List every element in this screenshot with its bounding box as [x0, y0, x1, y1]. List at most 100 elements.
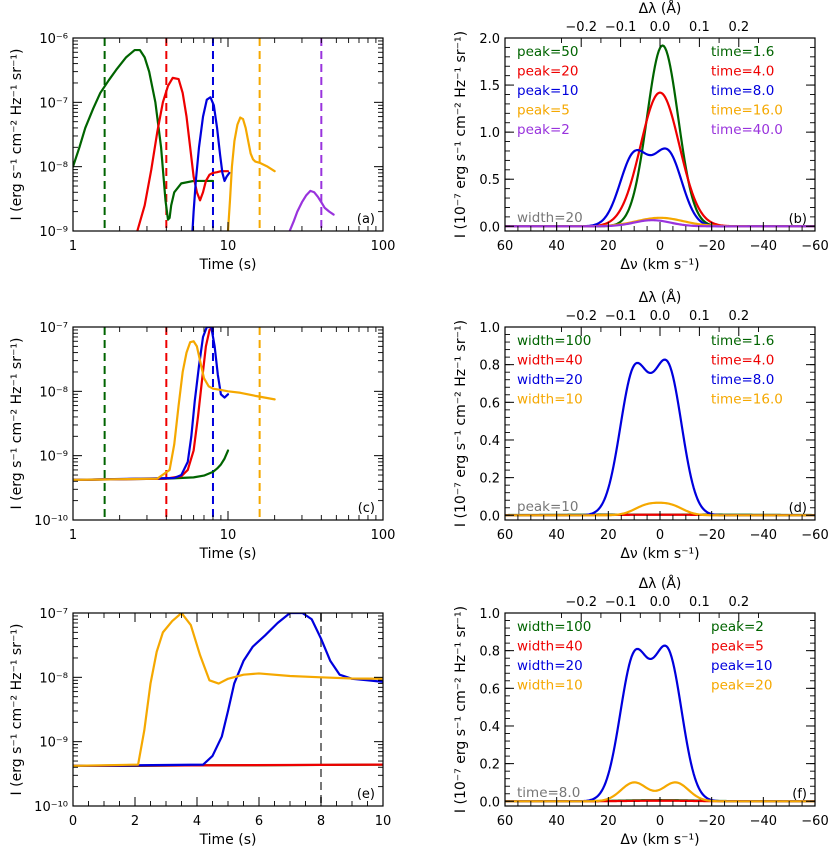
panel-label: (a) — [357, 212, 375, 227]
panel-e: 0 2 4 6 8 10 10⁻¹⁰ 10⁻⁹ 10⁻⁸ 10⁻⁷ Time (s) I (erg s… — [9, 607, 391, 848]
legend-right-item: time=8.0 — [711, 83, 774, 99]
x-tick-label: −60 — [801, 239, 828, 254]
series-width=20 — [73, 327, 230, 481]
legend-left-item: width=20 — [517, 372, 583, 388]
y-tick-label: 10⁻⁷ — [39, 607, 68, 622]
series-peak=50 — [73, 48, 215, 221]
x-tick-label: −60 — [801, 814, 828, 829]
y-tick-label: 0.6 — [479, 682, 500, 697]
series-peak=20 — [136, 76, 230, 231]
panel-c: 1 10 100 10⁻¹⁰ 10⁻⁹ 10⁻⁸ 10⁻⁷ Time (s) I (erg s⁻… — [9, 321, 395, 562]
x-tick-label: 10 — [220, 528, 237, 543]
legend-left-item: width=40 — [517, 353, 583, 369]
top-tick-label: 0.0 — [650, 309, 671, 324]
x-axis-title: Δν (km s⁻¹) — [620, 832, 699, 848]
panel-f: 60 40 20 0 −20 −40 −60 −0.2 −0.1 0.0 0.1 0.2 Δλ (Å) 0… — [453, 575, 829, 848]
x-tick-label: 40 — [548, 814, 565, 829]
series-width=10 — [73, 340, 276, 481]
legend-right-item: peak=2 — [711, 619, 764, 635]
y-tick-label: 1.0 — [479, 126, 500, 141]
x-tick-label: 10 — [375, 814, 392, 829]
x-tick-label: −40 — [750, 239, 777, 254]
y-tick-label: 0.4 — [479, 720, 500, 735]
panel-note: width=20 — [517, 210, 583, 226]
legend-right-item: time=16.0 — [711, 392, 783, 408]
x-tick-label: 20 — [600, 528, 617, 543]
legend-right-item: time=4.0 — [711, 353, 774, 369]
top-tick-label: 0.0 — [650, 20, 671, 35]
legend-left-item: width=10 — [517, 392, 583, 408]
plot-area — [73, 613, 383, 767]
series-peak=20 — [73, 613, 383, 767]
series-peak=2 — [288, 189, 335, 231]
x-tick-label: 1 — [69, 239, 77, 254]
top-tick-label: 0.1 — [689, 309, 710, 324]
y-axis-title: I (erg s⁻¹ cm⁻² Hz⁻¹ sr⁻¹) — [9, 338, 25, 510]
panel-note: peak=10 — [517, 499, 578, 515]
panel-label: (e) — [357, 787, 375, 802]
top-tick-label: 0.2 — [728, 595, 749, 610]
x-tick-label: 40 — [548, 239, 565, 254]
y-tick-label: 10⁻⁸ — [39, 671, 68, 686]
x-tick-label: 20 — [600, 239, 617, 254]
y-axis-title: I (10⁻⁷ erg s⁻¹ cm⁻² Hz⁻¹ sr⁻¹) — [453, 606, 469, 813]
top-tick-label: 0.1 — [689, 20, 710, 35]
panel-label: (d) — [789, 501, 807, 516]
y-tick-label: 10⁻⁸ — [39, 385, 68, 400]
x-tick-label: 40 — [548, 528, 565, 543]
legend-left-item: width=10 — [517, 678, 583, 694]
top-tick-label: −0.2 — [565, 20, 597, 35]
legend-right-item: time=4.0 — [711, 64, 774, 80]
legend-right-item: time=16.0 — [711, 103, 783, 119]
y-tick-label: 10⁻¹⁰ — [34, 800, 68, 815]
x-tick-label: 0 — [656, 528, 664, 543]
plot-area — [73, 48, 335, 231]
legend-left-item: peak=5 — [517, 103, 570, 119]
x-tick-label: −20 — [698, 528, 725, 543]
legend-right-item: peak=20 — [711, 678, 772, 694]
panel-label: (b) — [789, 212, 807, 227]
top-tick-label: 0.1 — [689, 595, 710, 610]
legend-right-item: time=1.6 — [711, 333, 774, 349]
panel-label: (f) — [792, 787, 807, 802]
top-tick-label: −0.1 — [605, 309, 637, 324]
plot-frame — [72, 326, 384, 521]
panel-d: 60 40 20 0 −20 −40 −60 −0.2 −0.1 0.0 0.1 0.2 Δλ (Å) 0… — [453, 289, 829, 562]
y-tick-label: 0.4 — [479, 434, 500, 449]
x-tick-label: 2 — [131, 814, 139, 829]
legend-right-item: time=1.6 — [711, 44, 774, 60]
x-tick-label: −60 — [801, 528, 828, 543]
legend-right-item: peak=10 — [711, 658, 772, 674]
top-tick-label: −0.1 — [605, 20, 637, 35]
x-tick-label: 60 — [497, 528, 514, 543]
x-tick-label: 60 — [497, 239, 514, 254]
top-axis-title: Δλ (Å) — [639, 0, 682, 17]
x-axis-title: Time (s) — [199, 257, 257, 273]
x-tick-label: −20 — [698, 239, 725, 254]
panel-note: time=8.0 — [517, 785, 580, 801]
legend-left-item: width=20 — [517, 658, 583, 674]
y-tick-label: 10⁻¹⁰ — [34, 514, 68, 529]
y-axis-title: I (erg s⁻¹ cm⁻² Hz⁻¹ sr⁻¹) — [9, 49, 25, 221]
y-tick-label: 0.2 — [479, 758, 500, 773]
series-peak=10 — [73, 613, 383, 767]
y-tick-label: 10⁻⁷ — [39, 321, 68, 336]
legend-right-item: time=8.0 — [711, 372, 774, 388]
y-tick-label: 0.2 — [479, 472, 500, 487]
x-tick-label: 20 — [600, 814, 617, 829]
top-tick-label: −0.1 — [605, 595, 637, 610]
x-tick-label: −20 — [698, 814, 725, 829]
y-axis-title: I (erg s⁻¹ cm⁻² Hz⁻¹ sr⁻¹) — [9, 624, 25, 796]
y-tick-label: 0.6 — [479, 396, 500, 411]
y-tick-label: 0.8 — [479, 645, 500, 660]
x-tick-label: 100 — [371, 528, 396, 543]
y-tick-label: 10⁻⁸ — [39, 161, 68, 176]
legend-left-item: width=100 — [517, 333, 591, 349]
legend-left-item: peak=2 — [517, 122, 570, 138]
y-tick-label: 0.8 — [479, 359, 500, 374]
panel-label: (c) — [358, 501, 375, 516]
y-tick-label: 10⁻⁹ — [39, 450, 68, 465]
x-tick-label: 1 — [69, 528, 77, 543]
top-axis-title: Δλ (Å) — [639, 289, 682, 306]
